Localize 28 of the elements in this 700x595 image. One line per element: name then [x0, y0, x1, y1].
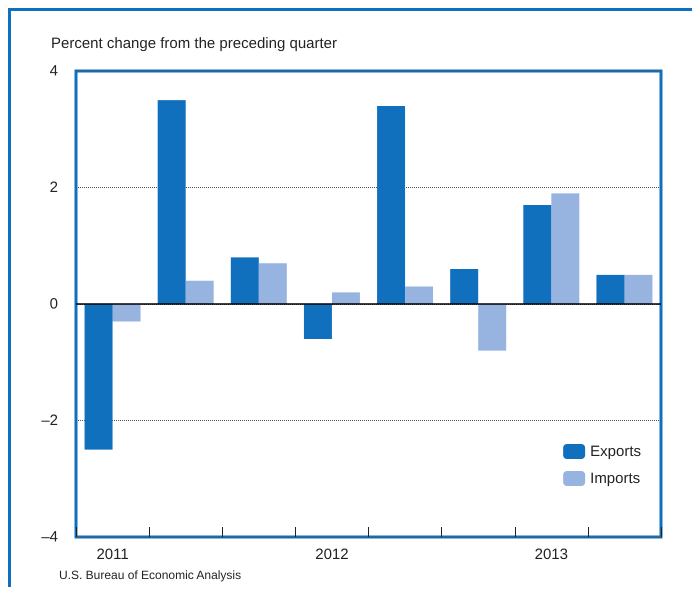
x-tick-label: 2011	[96, 546, 129, 563]
y-tick-label: –2	[41, 412, 58, 429]
y-tick-label: 0	[50, 296, 58, 312]
bar	[405, 286, 434, 304]
bar	[523, 204, 552, 304]
bar	[258, 263, 287, 304]
y-axis-title: Percent change from the preceding quarter	[51, 35, 338, 52]
legend-label: Imports	[590, 470, 640, 487]
x-tick-label: 2013	[534, 546, 568, 563]
y-tick-label: –4	[41, 528, 58, 546]
bar	[304, 304, 332, 339]
bar	[230, 257, 259, 304]
bar	[158, 100, 186, 304]
bar	[450, 269, 478, 304]
bar	[624, 274, 652, 304]
bar	[332, 292, 360, 304]
legend-label: Exports	[590, 443, 642, 460]
bar	[478, 304, 506, 351]
bar	[551, 193, 580, 304]
bar	[84, 304, 113, 450]
y-tick-label: 2	[50, 179, 58, 196]
bar	[186, 280, 214, 304]
y-tick-label: 4	[50, 62, 58, 80]
bar	[377, 106, 406, 304]
text: U.S. Bureau of Economic Analysis	[59, 568, 242, 582]
x-tick-label: 2012	[315, 546, 349, 563]
bar	[112, 304, 141, 322]
bar	[596, 274, 624, 304]
